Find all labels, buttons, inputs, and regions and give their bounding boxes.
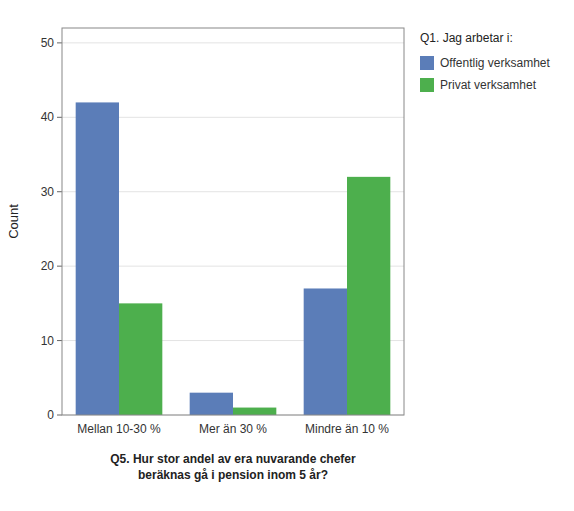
- bars: [76, 102, 391, 415]
- plot-background: [62, 28, 404, 415]
- y-axis: 0 10 20 30 40 50: [41, 36, 62, 422]
- bar: [190, 393, 233, 415]
- y-tick-label: 50: [41, 36, 55, 50]
- legend-label: Offentlig verksamhet: [440, 56, 550, 70]
- y-tick-label: 30: [41, 185, 55, 199]
- y-tick: [57, 415, 62, 416]
- chart: 0 10 20 30 40 50 Mellan 10-30 % Mer än 30 % Mind…: [0, 0, 574, 511]
- x-axis: Mellan 10-30 % Mer än 30 % Mindre än 10 %: [77, 422, 389, 436]
- x-axis-title: Q5. Hur stor andel av era nuvarande chef…: [110, 452, 356, 482]
- plot-area: [62, 28, 404, 415]
- legend-swatch: [420, 78, 434, 92]
- y-tick-label: 40: [41, 110, 55, 124]
- x-tick-label: Mellan 10-30 %: [77, 422, 161, 436]
- bar: [76, 102, 119, 415]
- x-tick-label: Mer än 30 %: [199, 422, 267, 436]
- y-tick-label: 10: [41, 334, 55, 348]
- y-tick: [57, 191, 62, 192]
- legend-swatch: [420, 56, 434, 70]
- chart-container: 0 10 20 30 40 50 Mellan 10-30 % Mer än 30 % Mind…: [0, 0, 574, 511]
- x-tick-label: Mindre än 10 %: [305, 422, 389, 436]
- y-tick-label: 0: [47, 408, 54, 422]
- y-tick: [57, 117, 62, 118]
- y-tick: [57, 340, 62, 341]
- y-grid: [62, 43, 404, 415]
- legend-label: Privat verksamhet: [440, 78, 537, 92]
- legend: Q1. Jag arbetar i: Offentlig verksamhet Pr…: [420, 31, 550, 92]
- y-tick: [57, 266, 62, 267]
- bar: [233, 408, 276, 415]
- y-axis-title: Count: [6, 204, 21, 239]
- bar: [119, 303, 162, 415]
- bar: [304, 288, 347, 415]
- y-tick: [57, 42, 62, 43]
- plot-frame: [62, 28, 404, 415]
- grid-line: [62, 42, 404, 43]
- legend-title: Q1. Jag arbetar i:: [420, 31, 513, 45]
- bar: [347, 177, 390, 415]
- y-tick-label: 20: [41, 259, 55, 273]
